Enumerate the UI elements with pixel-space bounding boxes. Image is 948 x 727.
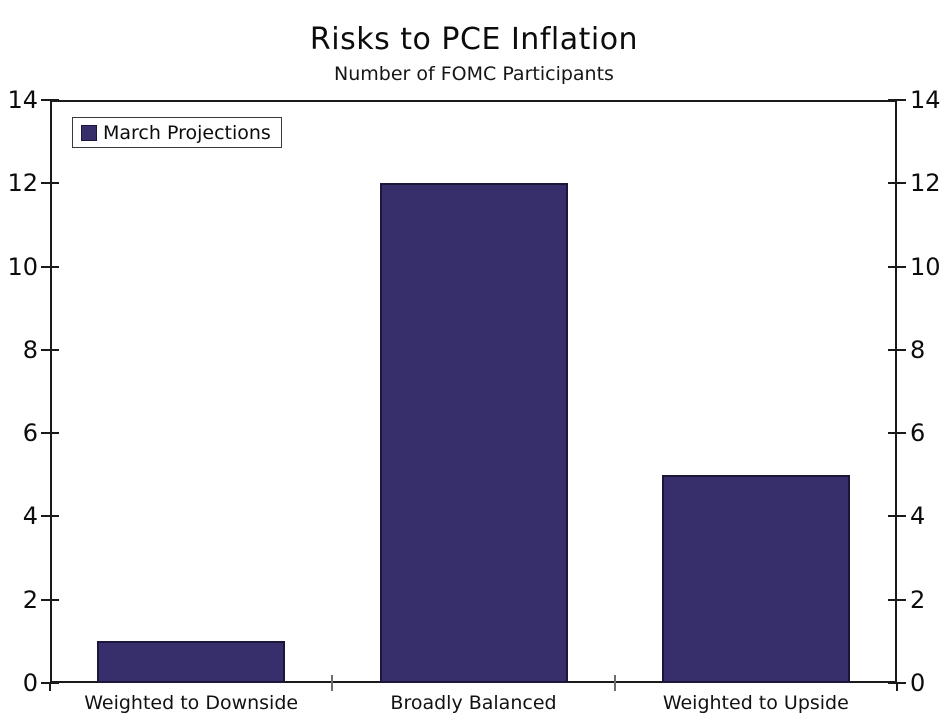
y-axis-tick-label-left-0: 0 — [22, 669, 38, 697]
y-axis-tick-left-8 — [41, 348, 59, 351]
y-axis-tick-right-14 — [888, 99, 906, 101]
y-axis-tick-left-6 — [41, 432, 59, 435]
category-label-weighted-to-downside: Weighted to Downside — [84, 692, 299, 714]
y-axis-tick-right-4 — [888, 515, 906, 518]
chart-title: Risks to PCE Inflation — [309, 22, 639, 57]
y-axis-tick-label-left-10: 10 — [7, 252, 38, 281]
legend-label: March Projections — [103, 121, 271, 144]
y-axis-tick-left-12 — [41, 182, 59, 185]
category-label-broadly-balanced: Broadly Balanced — [390, 692, 557, 714]
chart-subtitle: Number of FOMC Participants — [334, 63, 614, 85]
y-axis-tick-right-10 — [888, 265, 906, 268]
y-axis-tick-label-right-12: 12 — [910, 169, 941, 198]
y-axis-tick-label-left-6: 6 — [22, 419, 38, 448]
y-axis-tick-label-right-4: 4 — [910, 502, 926, 531]
y-axis-tick-label-right-0: 0 — [910, 669, 926, 697]
y-axis-tick-label-right-10: 10 — [910, 252, 941, 281]
y-axis-tick-label-right-14: 14 — [910, 86, 941, 114]
bar-broadly-balanced — [379, 183, 568, 683]
legend: March Projections — [72, 117, 282, 148]
y-axis-tick-label-left-2: 2 — [22, 585, 38, 614]
y-axis-tick-label-right-2: 2 — [910, 585, 926, 614]
y-axis-tick-left-10 — [41, 265, 59, 268]
bar-weighted-to-downside — [97, 641, 286, 683]
y-axis-tick-right-12 — [888, 182, 906, 185]
y-axis-tick-label-left-12: 12 — [7, 169, 38, 198]
y-axis-tick-label-right-8: 8 — [910, 335, 926, 364]
legend-swatch-icon — [81, 124, 97, 141]
y-axis-tick-left-2 — [41, 598, 59, 601]
y-axis-tick-left-14 — [41, 99, 59, 101]
category-label-weighted-to-upside: Weighted to Upside — [662, 692, 849, 714]
x-axis-tick-3 — [896, 683, 898, 691]
x-axis-tick-2 — [613, 675, 616, 691]
y-axis-tick-right-6 — [888, 432, 906, 435]
y-axis-tick-label-left-8: 8 — [22, 335, 38, 364]
y-axis-tick-right-8 — [888, 348, 906, 351]
y-axis-tick-left-4 — [41, 515, 59, 518]
y-axis-tick-label-right-6: 6 — [910, 419, 926, 448]
y-axis-tick-right-2 — [888, 598, 906, 601]
bar-weighted-to-upside — [661, 474, 850, 683]
x-axis-tick-1 — [331, 675, 334, 691]
y-axis-tick-label-left-4: 4 — [22, 502, 38, 531]
x-axis-tick-0 — [49, 683, 51, 691]
y-axis-tick-label-left-14: 14 — [7, 86, 38, 114]
